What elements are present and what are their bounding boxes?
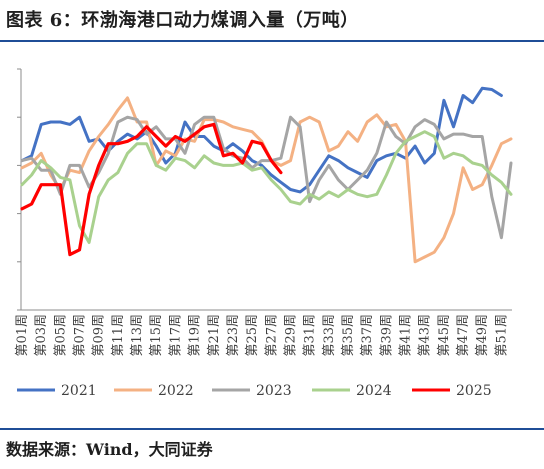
chart-title: 图表 6：环渤海港口动力煤调入量（万吨）: [6, 10, 359, 31]
x-tick-label: 第19周: [188, 314, 203, 357]
x-tick-label: 第01周: [15, 314, 30, 357]
x-axis-tick-labels: 第01周 第03周 第05周 第07周 第09周 第11周 第13周 第15周 第17周 第19周…: [15, 314, 509, 357]
x-tick-label: 第03周: [34, 314, 49, 357]
source-note: 数据来源：Wind，大同证券: [6, 440, 213, 459]
x-tick-label: 第47周: [456, 314, 471, 357]
x-tick-label: 第33周: [322, 314, 337, 357]
x-tick-label: 第49周: [475, 314, 490, 357]
legend-label-2024: 2024: [356, 383, 392, 399]
series-line-2024: [20, 130, 513, 244]
x-tick-label: 第21周: [207, 314, 222, 357]
x-tick-label: 第09周: [92, 314, 107, 357]
legend-label-2021: 2021: [61, 383, 97, 399]
x-tick-label: 第23周: [226, 314, 241, 357]
legend-label-2025: 2025: [456, 383, 492, 399]
series-line-2025: [20, 122, 283, 257]
legend-label-2022: 2022: [158, 383, 194, 399]
x-tick-label: 第41周: [399, 314, 414, 357]
chart-series-lines: [20, 86, 513, 264]
series-line-2021: [20, 86, 503, 194]
x-tick-label: 第17周: [168, 314, 183, 357]
x-tick-label: 第27周: [264, 314, 279, 357]
x-tick-label: 第45周: [437, 314, 452, 357]
legend-label-2023: 2023: [256, 383, 292, 399]
x-tick-label: 第31周: [303, 314, 318, 357]
x-tick-label: 第51周: [494, 314, 509, 357]
x-tick-label: 第35周: [341, 314, 356, 357]
chart-legend: 2021 2022 2023 2024 2025: [17, 383, 492, 399]
x-tick-label: 第11周: [111, 314, 126, 357]
x-tick-label: 第15周: [149, 314, 164, 357]
x-tick-label: 第39周: [379, 314, 394, 357]
x-tick-label: 第37周: [360, 314, 375, 357]
source-divider: [0, 428, 544, 430]
x-tick-label: 第25周: [245, 314, 260, 357]
title-divider: [0, 40, 544, 42]
x-tick-label: 第29周: [283, 314, 298, 357]
x-tick-label: 第05周: [53, 314, 68, 357]
x-tick-label: 第43周: [418, 314, 433, 357]
line-chart: 第01周 第03周 第05周 第07周 第09周 第11周 第13周 第15周 第17周 第19周…: [15, 68, 513, 399]
x-tick-label: 第07周: [73, 314, 88, 357]
chart-axes: [17, 68, 512, 311]
x-tick-label: 第13周: [130, 314, 145, 357]
series-line-2023: [20, 115, 513, 240]
